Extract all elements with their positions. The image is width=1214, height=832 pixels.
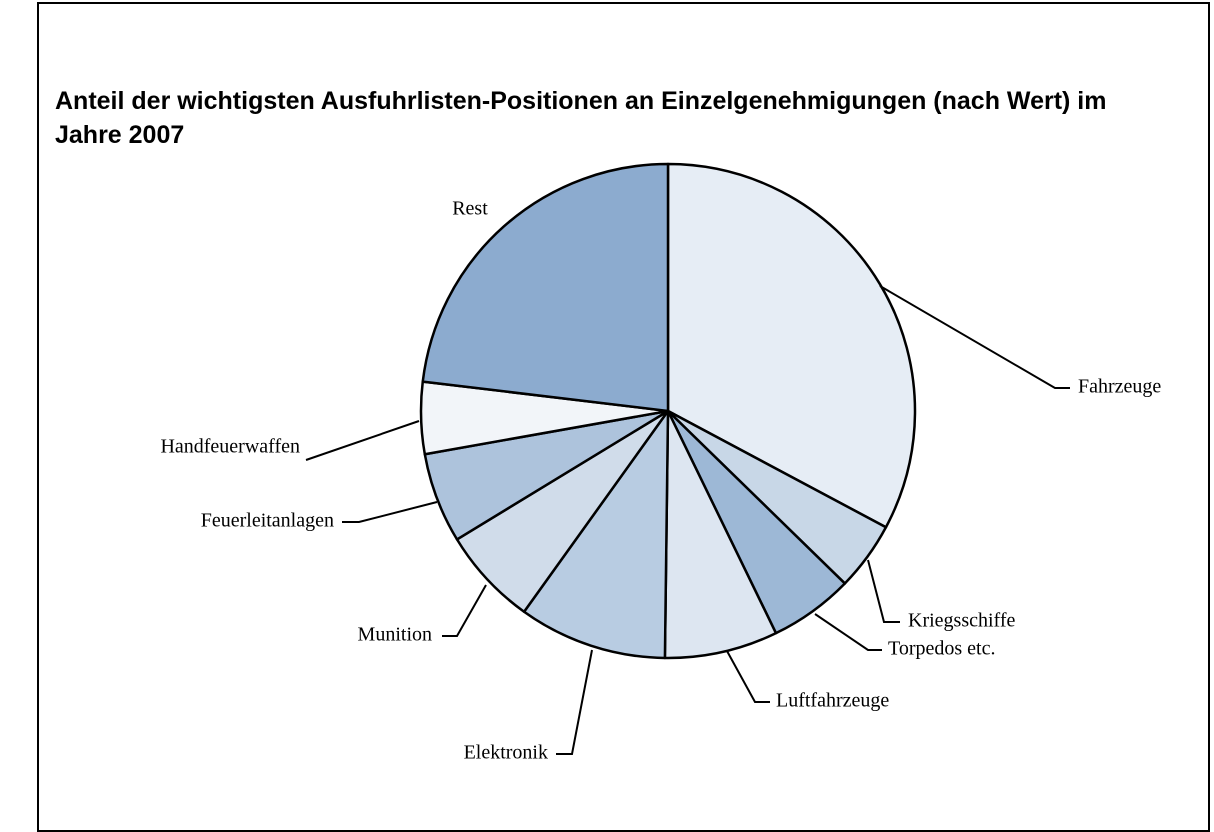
leader-line: [879, 285, 1070, 389]
chart-title: Anteil der wichtigsten Ausfuhrlisten-Pos…: [55, 87, 1107, 149]
slice-label: Munition: [358, 624, 432, 646]
slice-label: Fahrzeuge: [1078, 376, 1161, 398]
pie-slice: [522, 409, 670, 660]
leader-line: [814, 613, 882, 651]
leader-line: [556, 649, 593, 755]
slice-label: Feuerleitanlagen: [201, 510, 334, 532]
slice-label: Handfeuerwaffen: [160, 436, 300, 458]
slice-label: Rest: [452, 198, 488, 220]
leader-line: [442, 584, 487, 637]
leader-line: [726, 650, 770, 703]
leader-line: [342, 501, 438, 523]
pie-slice: [421, 162, 670, 413]
slice-label: Torpedos etc.: [888, 638, 995, 660]
leader-line: [305, 420, 420, 461]
pie-slice: [663, 409, 778, 660]
leader-line: [867, 559, 900, 623]
slice-label: Luftfahrzeuge: [776, 690, 889, 712]
slice-label: Kriegsschiffe: [908, 610, 1015, 632]
pie-slice: [666, 162, 917, 529]
slice-label: Elektronik: [464, 742, 548, 764]
